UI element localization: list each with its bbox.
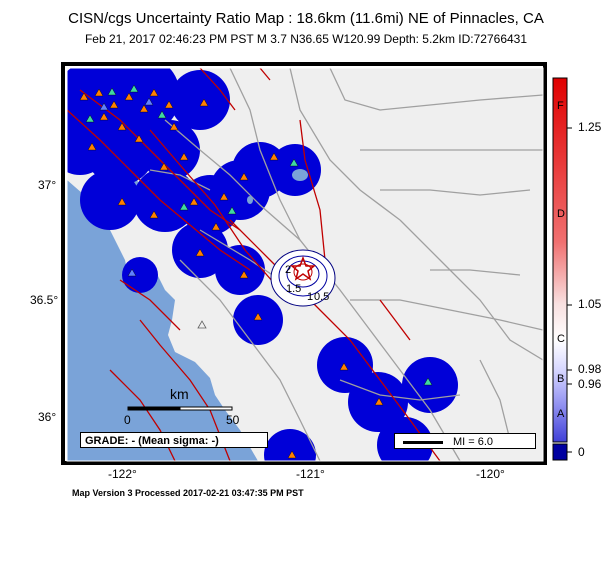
lat-label-37: 37° (38, 178, 57, 192)
contour-label-1: 1 (307, 291, 313, 303)
uncertainty-contours (270, 249, 336, 307)
colorbar-tick-1-25: 1.25 (578, 120, 602, 134)
contour-label-0-5: 0.5 (314, 291, 329, 303)
scale-start: 0 (124, 413, 131, 427)
contour-label-2: 2 (285, 264, 291, 276)
mi-legend-line (403, 441, 443, 444)
map-subtitle: Feb 21, 2017 02:46:23 PM PST M 3.7 N36.6… (84, 32, 528, 46)
colorbar-tick-0-98: 0.98 (578, 362, 602, 376)
colorbar (552, 77, 572, 461)
colorbar-tick-0-96: 0.96 (578, 377, 602, 391)
grade-letter-d: D (557, 208, 565, 220)
lat-label-36-5: 36.5° (30, 293, 59, 307)
scale-end: 50 (226, 413, 240, 427)
stations (79, 84, 433, 459)
scale-bar (127, 406, 233, 411)
map-footer: Map Version 3 Processed 2017-02-21 03:47… (72, 488, 304, 498)
grade-letter-a: A (557, 408, 565, 420)
grade-letter-b: B (557, 373, 565, 385)
map-border (61, 62, 547, 465)
lon-label-122: -122° (108, 467, 137, 481)
colorbar-tick-1-05: 1.05 (578, 297, 602, 311)
mi-legend-text: MI = 6.0 (453, 436, 494, 448)
ocean (67, 180, 258, 461)
contour-label-1-5: 1.5 (286, 283, 301, 295)
grade-letter-c: C (557, 333, 565, 345)
lat-label-36: 36° (38, 410, 57, 424)
grade-box: GRADE: - (Mean sigma: -) (80, 432, 268, 448)
lon-label-121: -121° (296, 467, 325, 481)
mi-legend-box: MI = 6.0 (394, 433, 536, 449)
grade-letter-f: F (557, 100, 564, 112)
epicenter-star-icon (289, 255, 317, 281)
map-title: CISN/cgs Uncertainty Ratio Map : 18.6km … (68, 10, 544, 27)
colorbar-tick-0: 0 (578, 445, 585, 459)
lakes (247, 169, 308, 204)
lon-label-120: -120° (476, 467, 505, 481)
scale-unit: km (170, 386, 189, 402)
